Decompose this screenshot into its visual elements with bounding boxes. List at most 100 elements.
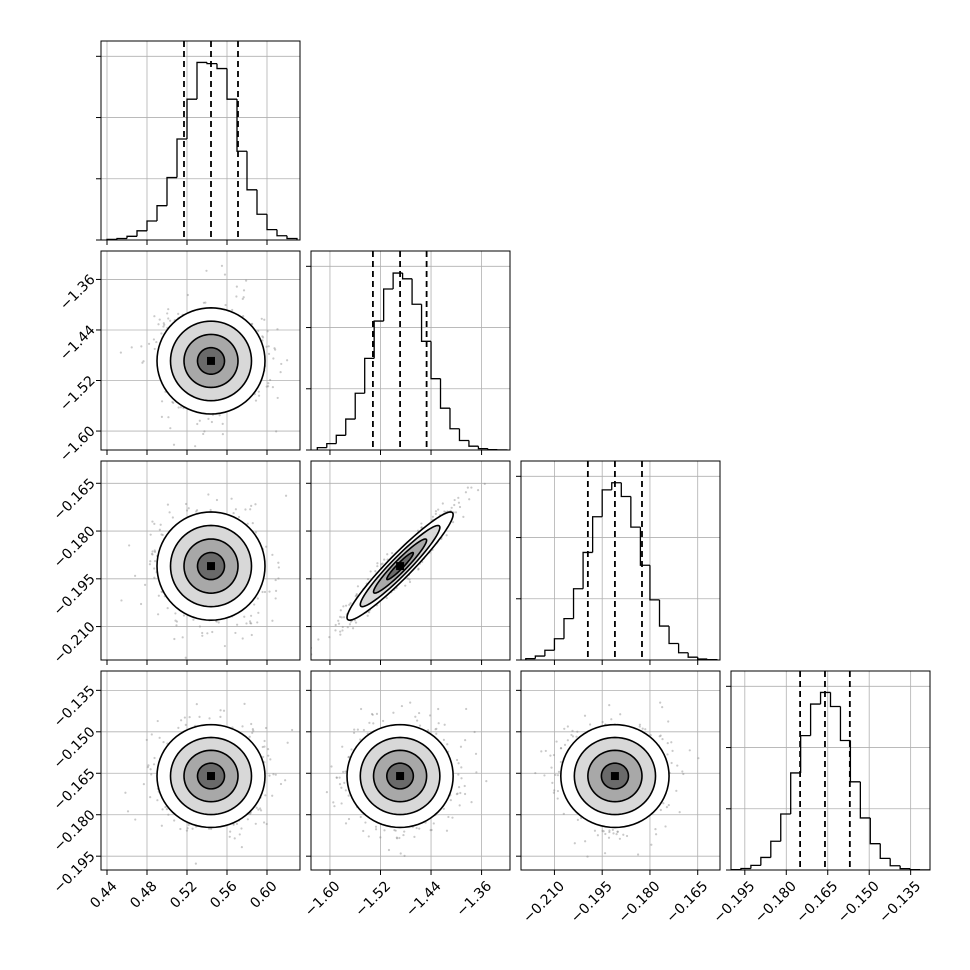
sample-point <box>254 503 257 506</box>
sample-point <box>534 771 537 775</box>
histogram-bin <box>819 691 831 705</box>
sample-point <box>264 726 268 730</box>
sample-point <box>250 722 253 726</box>
histogram-bin <box>849 740 861 783</box>
sample-point <box>593 829 597 832</box>
histogram-bin <box>697 657 708 660</box>
sample-point <box>416 719 419 722</box>
histogram-bin <box>859 781 871 819</box>
sample-point <box>244 279 248 282</box>
sample-point <box>576 730 579 733</box>
histogram-bin <box>790 772 801 814</box>
sample-point <box>232 823 235 826</box>
sample-point <box>240 846 243 849</box>
y-tick-label: −1.36 <box>57 272 99 314</box>
histogram-bin <box>563 617 574 639</box>
sample-point <box>675 789 678 792</box>
sample-point <box>286 359 289 362</box>
sample-point <box>153 550 157 553</box>
sample-point <box>171 516 174 519</box>
sample-point <box>341 629 344 632</box>
sample-point <box>148 563 152 566</box>
sample-point <box>235 822 239 826</box>
sample-point <box>256 597 259 600</box>
sample-point <box>417 567 420 570</box>
sample-point <box>171 400 174 404</box>
sample-point <box>186 827 189 830</box>
histogram-bin <box>839 706 851 742</box>
sample-point <box>271 553 274 556</box>
sample-point <box>612 832 615 835</box>
y-tick-label: −0.150 <box>51 724 99 772</box>
sample-point <box>167 308 170 311</box>
sample-point <box>219 709 222 712</box>
sample-point <box>666 753 669 756</box>
sample-point <box>369 570 372 573</box>
sample-point <box>160 824 163 827</box>
sample-point <box>228 835 231 838</box>
contour <box>600 762 630 790</box>
sample-point <box>207 417 210 420</box>
sample-point <box>257 808 260 811</box>
sample-point <box>198 419 201 422</box>
sample-point <box>218 414 221 417</box>
sample-point <box>394 829 397 832</box>
sample-point <box>153 315 156 318</box>
sample-point <box>195 702 198 706</box>
sample-point <box>463 792 467 796</box>
histogram-bin <box>899 865 911 870</box>
histogram-bin <box>687 652 698 658</box>
contour <box>169 320 253 402</box>
sample-point <box>615 833 618 836</box>
histogram-bin <box>668 626 679 645</box>
sample-point <box>638 725 641 728</box>
sample-point <box>418 724 422 727</box>
sample-point <box>353 728 356 731</box>
sample-point <box>371 713 374 716</box>
sample-point <box>169 319 172 322</box>
sample-point <box>441 502 444 505</box>
sample-point <box>356 585 360 588</box>
sample-point <box>616 830 619 833</box>
x-tick-label: 0.48 <box>127 878 160 911</box>
plot-area <box>101 671 300 870</box>
contour <box>196 762 226 790</box>
x-tick-label: −0.150 <box>835 878 883 926</box>
sample-point <box>261 336 265 339</box>
sample-point <box>549 754 552 757</box>
sample-point <box>654 828 657 831</box>
sample-point <box>404 584 407 587</box>
sample-point <box>473 730 476 734</box>
sample-point <box>665 806 669 809</box>
sample-point <box>257 394 261 397</box>
sample-point <box>430 828 433 832</box>
sample-point <box>210 420 213 424</box>
sample-point <box>153 549 156 552</box>
histogram-bin <box>276 229 287 237</box>
sample-point <box>571 729 574 732</box>
sample-point <box>395 837 399 840</box>
sample-point <box>158 528 161 531</box>
sample-point <box>375 712 379 715</box>
sample-point <box>195 510 198 513</box>
sample-point <box>671 749 674 753</box>
sample-point <box>556 797 559 800</box>
sample-point <box>259 807 262 810</box>
y-tick-label: −1.60 <box>57 423 99 465</box>
sample-point <box>330 765 333 768</box>
sample-point <box>246 818 249 821</box>
x-tick-label: −0.180 <box>616 878 664 926</box>
sample-point <box>120 599 123 602</box>
sample-point <box>184 502 188 506</box>
sample-point <box>164 805 167 809</box>
sample-point <box>418 827 421 830</box>
sample-point <box>347 794 350 797</box>
histogram-bin <box>601 489 612 517</box>
sample-point <box>372 722 375 725</box>
sample-point <box>447 815 450 819</box>
x-tick-label: −0.135 <box>876 878 924 926</box>
sample-point <box>434 512 437 516</box>
sample-point <box>157 323 160 326</box>
sample-point <box>279 782 283 786</box>
histogram-bin <box>468 440 479 447</box>
